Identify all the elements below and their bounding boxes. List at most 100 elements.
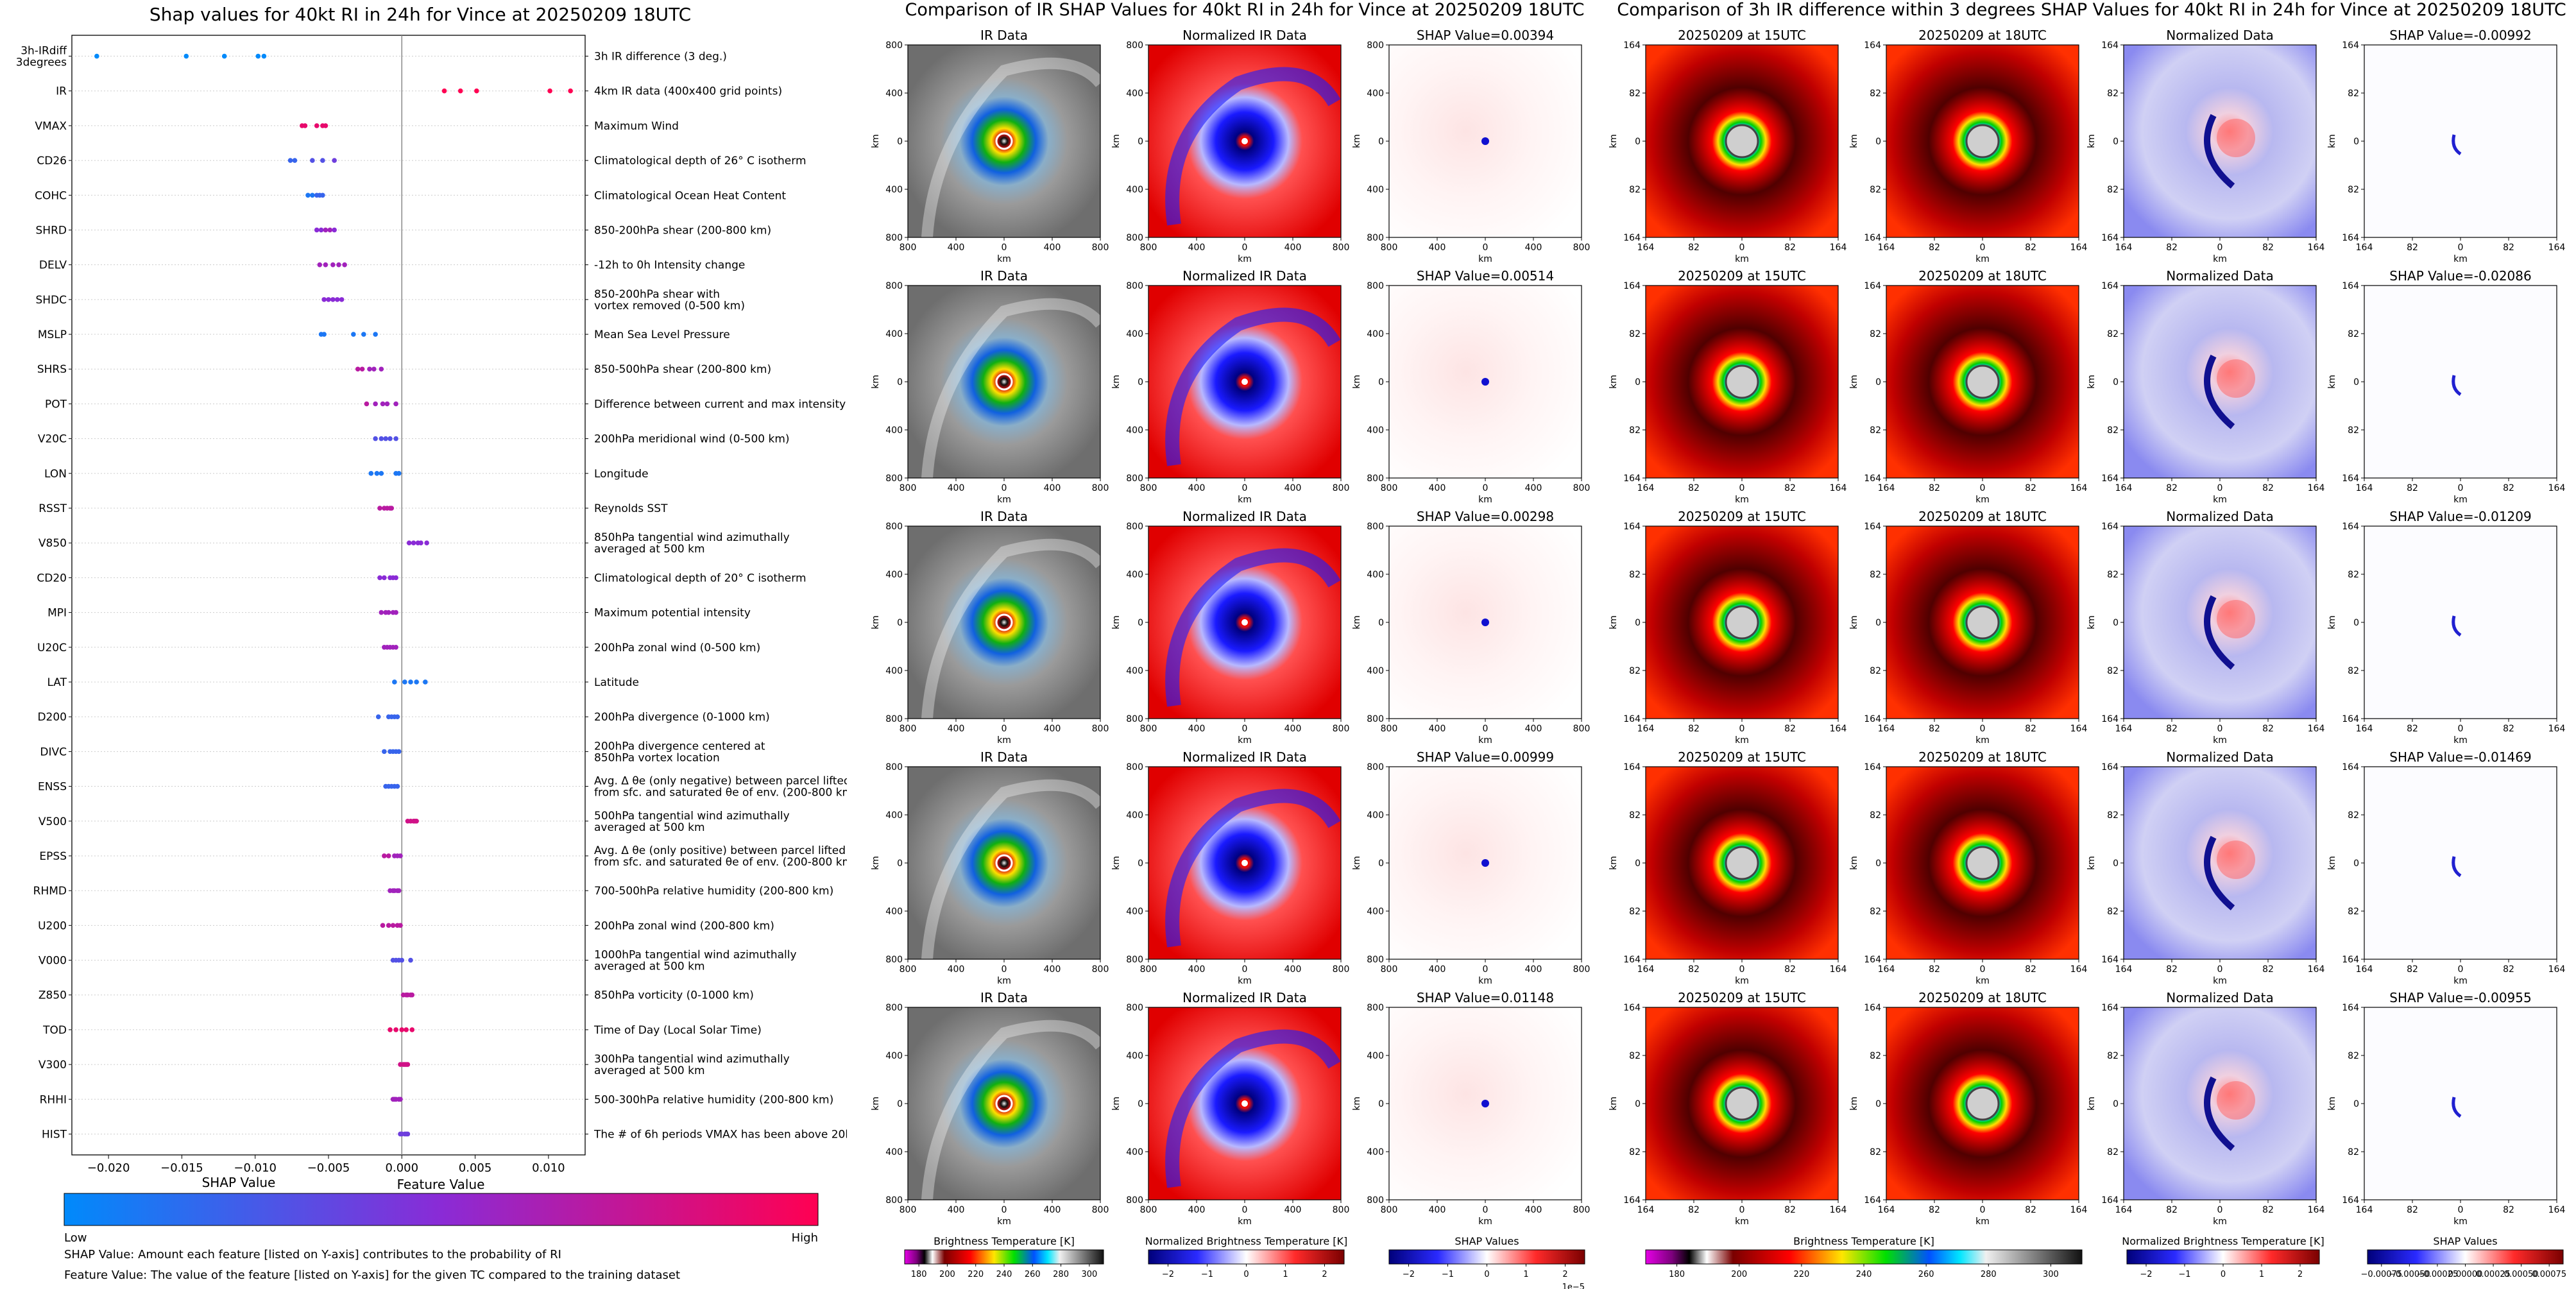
colorbar-tick-label: 0.00000: [2448, 1270, 2483, 1279]
xtick-label: 0: [1483, 964, 1488, 975]
feature-description: 200hPa divergence (0-1000 km): [594, 711, 770, 724]
feature-label: EPSS: [39, 850, 67, 863]
xtick-label: 82: [2407, 243, 2418, 253]
xtick-label: 164: [2070, 724, 2088, 734]
xtick-label: 0: [1739, 243, 1745, 253]
heatmap-panel: Normalized IR Data8008004004000040040080…: [1111, 509, 1349, 746]
xtick-label: 0: [1739, 724, 1745, 734]
ytick-label: 82: [1870, 666, 1881, 676]
ytick-label: 400: [885, 570, 903, 580]
xtick-label: 800: [1381, 243, 1398, 253]
ytick-label: 164: [1864, 955, 1881, 965]
y-axis-label: km: [871, 1097, 881, 1111]
panel-title: IR Data: [980, 990, 1028, 1005]
feature-description: Avg. Δ θe (only positive) between parcel…: [594, 844, 847, 869]
ytick-label: 0: [1875, 377, 1881, 388]
ytick-label: 82: [1629, 185, 1641, 195]
shap-point: [409, 992, 415, 998]
colorbar-bar: [1148, 1249, 1345, 1265]
feature-description: Latitude: [594, 676, 639, 689]
x-axis-label: km: [2453, 254, 2468, 264]
y-axis-label: km: [1352, 375, 1362, 389]
y-axis-label: km: [1608, 134, 1619, 148]
eye: [995, 1095, 1013, 1113]
eye: [1725, 364, 1759, 399]
ytick-label: 400: [1367, 907, 1384, 917]
xtick-label: 400: [1044, 243, 1061, 253]
shap-point: [386, 610, 391, 615]
xtick-label: 400: [1188, 243, 1206, 253]
ytick-label: 800: [1367, 474, 1384, 484]
xtick-label: 82: [1784, 964, 1796, 975]
ytick-label: 400: [885, 329, 903, 339]
xtick-label: 400: [1525, 483, 1542, 493]
ytick-label: 82: [2107, 666, 2119, 676]
ytick-label: 164: [1864, 281, 1881, 291]
ytick-label: 0: [1138, 137, 1143, 147]
xtick-label: 0: [1980, 483, 1986, 493]
ytick-label: 0: [897, 377, 903, 388]
xtick-label: 0.005: [459, 1161, 492, 1175]
xtick-label: 800: [1381, 724, 1398, 734]
ytick-label: 800: [1126, 233, 1143, 243]
ytick-label: 0: [1875, 618, 1881, 628]
ytick-label: 800: [885, 714, 903, 724]
shap-point: [320, 192, 325, 198]
ytick-label: 164: [1864, 40, 1881, 51]
ytick-label: 164: [2101, 233, 2119, 243]
feature-label: D200: [37, 711, 67, 724]
y-axis-label: km: [1849, 134, 1859, 148]
xtick-label: 82: [2025, 243, 2036, 253]
panel-title: IR Data: [980, 28, 1028, 43]
x-axis-label: km: [2453, 1216, 2468, 1227]
rainband: [1165, 789, 1341, 948]
ytick-label: 164: [1623, 522, 1641, 532]
feature-description: 850-200hPa shear (200-800 km): [594, 224, 771, 237]
xtick-label: 800: [1092, 483, 1109, 493]
ytick-label: 400: [1367, 1147, 1384, 1157]
xtick-label: 800: [1333, 243, 1350, 253]
y-axis-label: km: [1352, 134, 1362, 148]
panel-title: Normalized Data: [2166, 749, 2274, 765]
cold-arc: [2204, 354, 2235, 429]
y-axis-label: km: [1111, 856, 1122, 870]
colorbar-low: Low: [64, 1231, 87, 1245]
xtick-label: 82: [1688, 964, 1700, 975]
feature-label: LON: [44, 468, 67, 481]
ytick-label: 164: [2342, 714, 2359, 724]
ytick-label: 82: [1870, 185, 1881, 195]
xtick-label: 800: [1573, 1205, 1591, 1215]
xtick-label: 800: [1140, 243, 1157, 253]
xtick-label: 0: [1980, 243, 1986, 253]
xtick-label: 164: [2356, 243, 2373, 253]
x-axis-label: km: [1735, 976, 1749, 986]
feature-label: CD20: [37, 572, 67, 585]
xtick-label: 400: [1284, 1205, 1302, 1215]
colorbar-tick-label: 2: [2298, 1270, 2303, 1279]
xtick-label: 400: [1188, 1205, 1206, 1215]
shap-point: [384, 401, 390, 407]
panel-title: SHAP Value=-0.01469: [2389, 749, 2531, 765]
shap-point: [330, 262, 336, 268]
colorbar: Brightness Temperature [K] 180 200 220 240 26…: [904, 1235, 1104, 1279]
x-axis-label: km: [1238, 1216, 1252, 1227]
ytick-label: 800: [1367, 233, 1384, 243]
colorbar-tick-label: 300: [1081, 1270, 1097, 1279]
xtick-label: 800: [1333, 964, 1350, 975]
colorbar-high: High: [792, 1231, 818, 1245]
eye: [1965, 605, 2000, 640]
panel-title: Normalized IR Data: [1182, 268, 1307, 284]
feature-description: Maximum Wind: [594, 120, 679, 133]
ytick-label: 82: [2107, 89, 2119, 99]
shap-point: [317, 262, 323, 268]
shap-point: [382, 853, 387, 858]
y-axis-label: km: [871, 134, 881, 148]
xtick-label: 82: [1784, 483, 1796, 493]
feature-label: V850: [38, 537, 67, 550]
xtick-label: 164: [1830, 964, 1847, 975]
xtick-label: 0: [1980, 724, 1986, 734]
ytick-label: 400: [1126, 329, 1143, 339]
ytick-label: 0: [1138, 1099, 1143, 1109]
panel-image: [2364, 526, 2557, 719]
